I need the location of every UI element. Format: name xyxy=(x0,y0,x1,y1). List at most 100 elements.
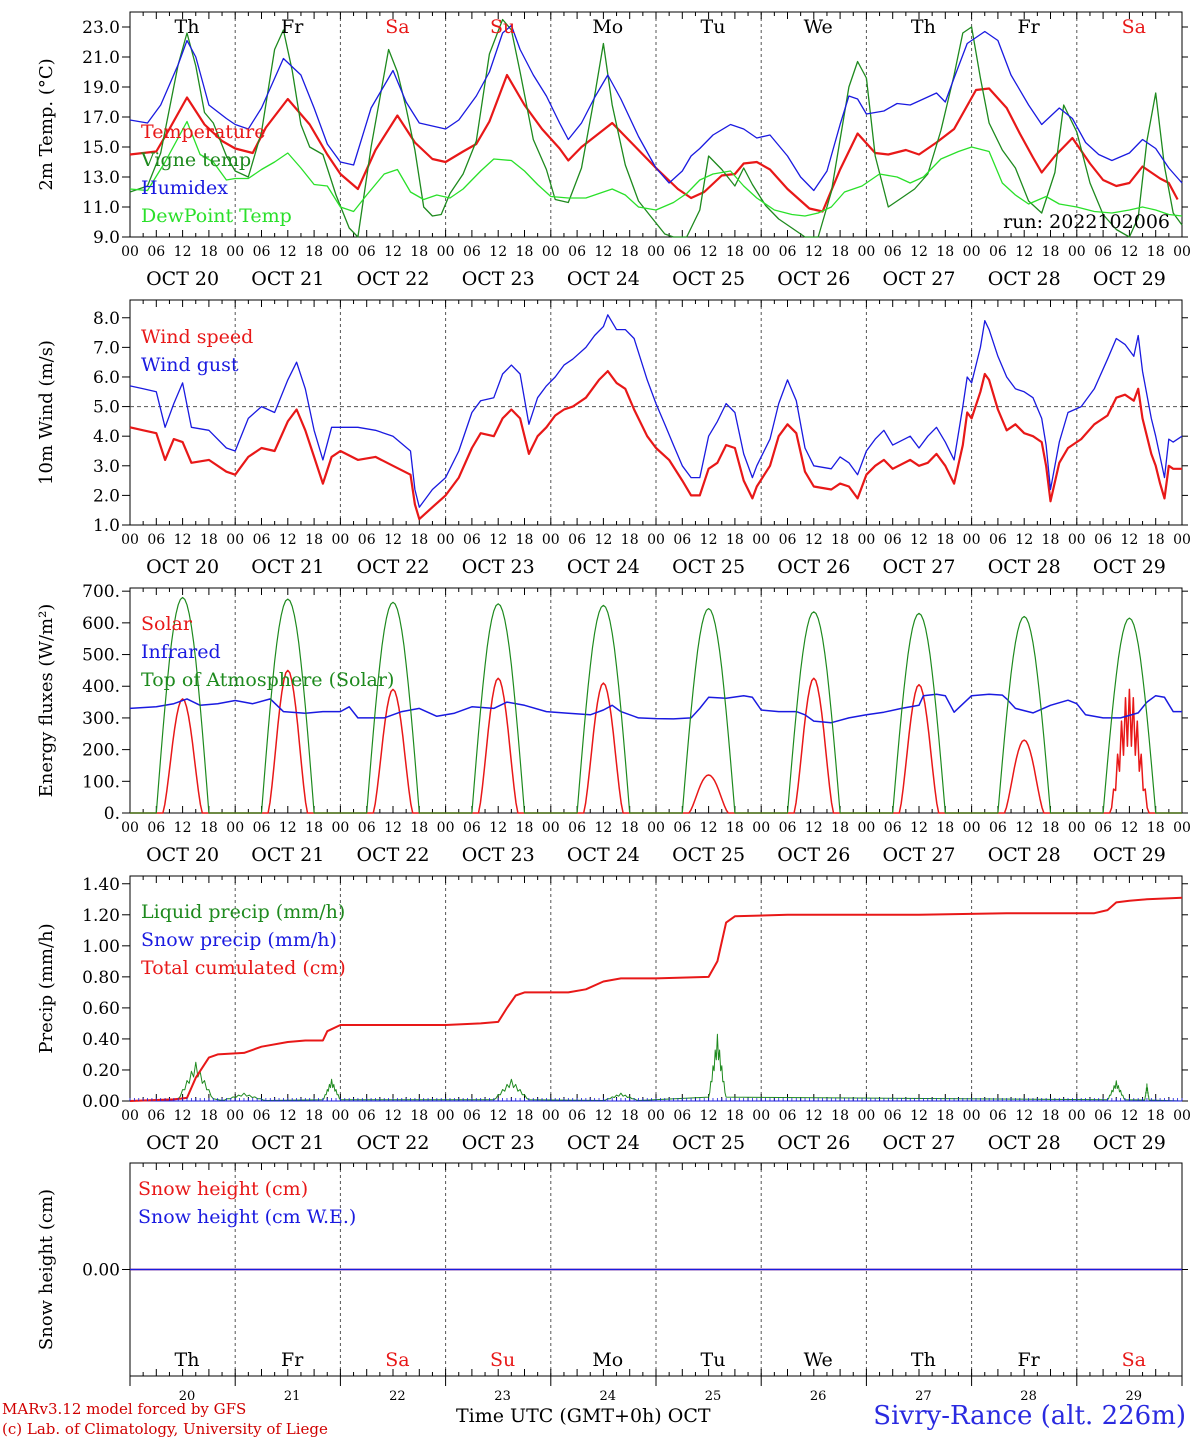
y-tick-label: 0.00 xyxy=(82,1092,120,1112)
plot-frame xyxy=(129,587,1183,814)
legend-entry: Snow height (cm W.E.) xyxy=(138,1206,356,1228)
day-number-label: 20 xyxy=(179,1389,196,1404)
series-line xyxy=(129,693,1182,724)
date-label: OCT 25 xyxy=(672,1132,745,1154)
hour-tick-label: 06 xyxy=(673,244,691,260)
hour-tick-label: 18 xyxy=(1042,532,1060,548)
weekday-label-bottom: Su xyxy=(490,1349,515,1371)
weekday-label: Mo xyxy=(592,16,623,38)
hour-tick-label: 18 xyxy=(516,820,534,836)
hour-tick-label: 06 xyxy=(147,820,165,836)
hour-tick-label: 12 xyxy=(910,532,928,548)
date-label: OCT 26 xyxy=(777,1132,850,1154)
hour-tick-label: 06 xyxy=(568,532,586,548)
hour-tick-label: 18 xyxy=(621,1108,639,1124)
hour-tick-label: 06 xyxy=(147,532,165,548)
y-tick-label: 5.0 xyxy=(93,398,120,418)
y-tick-label: 9.0 xyxy=(93,228,120,248)
y-tick-label: 21.0 xyxy=(82,48,120,68)
hour-tick-label: 18 xyxy=(621,532,639,548)
panel-1: 9.0 11.0 13.0 15.0 17.0 19.0 21.0 23.0 2m Temp. … xyxy=(36,11,1191,290)
hour-tick-label: 12 xyxy=(489,1108,507,1124)
weekday-label-bottom: Tu xyxy=(701,1349,726,1371)
hour-tick-label: 00 xyxy=(437,820,455,836)
hour-tick-label: 18 xyxy=(621,244,639,260)
weekday-label-bottom: Mo xyxy=(592,1349,623,1371)
legend-entry: Snow precip (mm/h) xyxy=(141,929,337,951)
date-label: OCT 20 xyxy=(146,844,219,866)
hour-tick-label: 18 xyxy=(410,532,428,548)
hour-tick-label: 06 xyxy=(568,244,586,260)
hour-tick-label: 00 xyxy=(226,1108,244,1124)
hour-tick-label: 12 xyxy=(594,1108,612,1124)
date-label: OCT 29 xyxy=(1093,268,1166,290)
hour-tick-label: 18 xyxy=(831,820,849,836)
y-axis-label: Precip (mm/h) xyxy=(36,923,57,1053)
date-label: OCT 21 xyxy=(251,556,324,578)
hour-tick-label: 18 xyxy=(200,820,218,836)
hour-tick-label: 06 xyxy=(253,1108,271,1124)
legend-entry: Temperature xyxy=(141,121,265,143)
y-tick-label: 700. xyxy=(82,582,120,602)
hour-tick-label: 00 xyxy=(647,820,665,836)
hour-tick-label: 18 xyxy=(410,820,428,836)
hour-tick-label: 18 xyxy=(1042,820,1060,836)
hour-tick-label: 00 xyxy=(1068,244,1086,260)
series-line xyxy=(129,18,1183,238)
series-line xyxy=(129,1033,1183,1102)
hour-tick-label: 00 xyxy=(331,244,349,260)
hour-tick-label: 18 xyxy=(516,532,534,548)
hour-tick-label: 00 xyxy=(331,532,349,548)
hour-tick-label: 12 xyxy=(594,244,612,260)
hour-tick-label: 00 xyxy=(1173,1108,1191,1124)
hour-tick-label: 18 xyxy=(1147,1108,1165,1124)
y-axis-label: Energy fluxes (W/m²) xyxy=(36,604,57,798)
series-line xyxy=(129,24,1183,192)
date-label: OCT 23 xyxy=(462,1132,535,1154)
y-tick-label: 1.40 xyxy=(82,875,120,895)
date-label: OCT 24 xyxy=(567,1132,640,1154)
hour-tick-label: 06 xyxy=(253,820,271,836)
series-line xyxy=(129,896,1183,1102)
hour-tick-label: 00 xyxy=(437,244,455,260)
hour-tick-label: 12 xyxy=(910,820,928,836)
hour-tick-label: 18 xyxy=(831,1108,849,1124)
hour-tick-label: 18 xyxy=(1042,244,1060,260)
day-number-label: 22 xyxy=(389,1389,406,1404)
hour-tick-label: 00 xyxy=(857,532,875,548)
date-label: OCT 21 xyxy=(251,268,324,290)
legend-entry: Solar xyxy=(141,613,193,635)
hour-tick-label: 18 xyxy=(936,244,954,260)
y-tick-label: 19.0 xyxy=(82,78,120,98)
legend-entry: Top of Atmosphere (Solar) xyxy=(141,669,394,691)
date-label: OCT 22 xyxy=(356,1132,429,1154)
y-tick-label: 0.80 xyxy=(82,968,120,988)
hour-tick-label: 06 xyxy=(673,820,691,836)
y-tick-label: 600. xyxy=(82,614,120,634)
hour-tick-label: 00 xyxy=(963,1108,981,1124)
hour-tick-label: 00 xyxy=(121,820,139,836)
hour-tick-label: 12 xyxy=(1015,532,1033,548)
date-label: OCT 27 xyxy=(882,556,955,578)
y-tick-label: 23.0 xyxy=(82,18,120,38)
hour-tick-label: 12 xyxy=(1120,1108,1138,1124)
hour-tick-label: 06 xyxy=(253,244,271,260)
y-tick-label: 6.0 xyxy=(93,368,120,388)
weekday-label-bottom: Fr xyxy=(1017,1349,1040,1371)
hour-tick-label: 00 xyxy=(1068,532,1086,548)
hour-tick-label: 18 xyxy=(726,532,744,548)
hour-tick-label: 18 xyxy=(200,244,218,260)
lab-credit: (c) Lab. of Climatology, University of L… xyxy=(2,1420,328,1438)
y-tick-label: 11.0 xyxy=(82,198,120,218)
series-line xyxy=(129,73,1179,213)
hour-tick-label: 18 xyxy=(1147,820,1165,836)
y-tick-label: 3.0 xyxy=(93,457,120,477)
date-label: OCT 29 xyxy=(1093,844,1166,866)
plot-frame xyxy=(129,299,1183,526)
hour-tick-label: 18 xyxy=(1147,244,1165,260)
legend-entry: Total cumulated (cm) xyxy=(141,957,346,979)
hour-tick-label: 18 xyxy=(305,1108,323,1124)
weekday-label: Tu xyxy=(701,16,726,38)
hour-tick-label: 12 xyxy=(1120,532,1138,548)
date-label: OCT 22 xyxy=(356,268,429,290)
